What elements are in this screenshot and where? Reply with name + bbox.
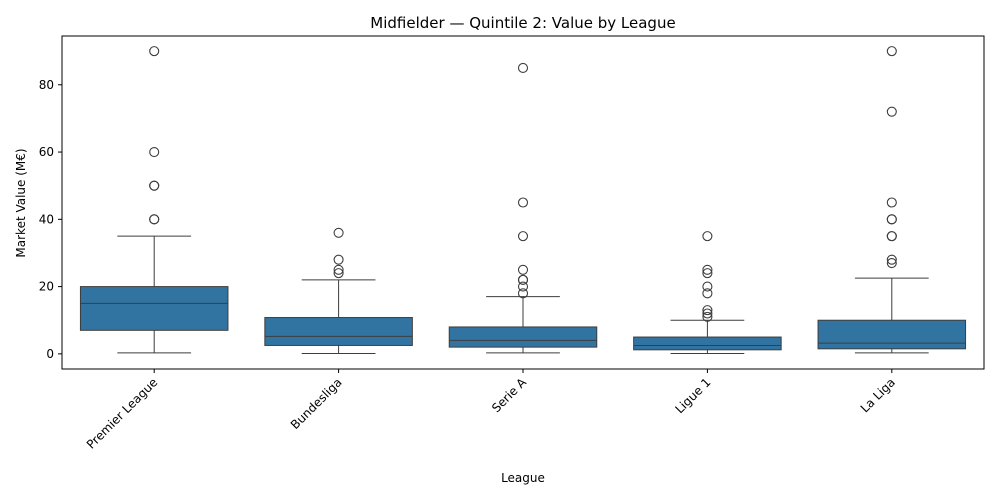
outlier-point — [149, 46, 160, 57]
box-group-la-liga — [817, 46, 967, 354]
outlier-point — [886, 106, 897, 117]
plot-area — [79, 46, 967, 355]
outlier-point — [517, 264, 529, 275]
outlier-point — [517, 274, 529, 285]
outlier-point — [517, 288, 529, 299]
outlier-point — [149, 180, 160, 191]
outlier-point — [886, 231, 897, 242]
box-iqr — [448, 326, 598, 348]
x-axis-label: League — [501, 471, 545, 485]
box-group-premier-league — [79, 46, 229, 354]
outlier-point — [702, 281, 713, 292]
outlier-point — [886, 197, 897, 208]
outlier-point — [333, 254, 344, 265]
outlier-point — [702, 268, 713, 279]
outlier-point — [333, 264, 344, 275]
outlier-point — [517, 62, 529, 74]
outlier-point — [702, 305, 713, 316]
outlier-point — [886, 254, 897, 265]
outlier-point — [886, 46, 897, 57]
outlier-point — [702, 311, 713, 322]
box-iqr — [79, 286, 229, 331]
chart-title: Midfielder — Quintile 2: Value by League — [370, 14, 675, 32]
outlier-point — [517, 231, 529, 242]
x-tick-label: Serie A — [489, 375, 530, 416]
y-tick-label: 40 — [39, 212, 54, 226]
y-tick-label: 20 — [39, 280, 54, 294]
box-group-serie-a — [448, 62, 598, 354]
box-iqr — [264, 317, 413, 346]
outlier-point — [333, 227, 344, 238]
outlier-point — [149, 214, 160, 225]
outlier-point — [517, 197, 529, 208]
outlier-point — [333, 268, 344, 279]
outlier-point — [886, 257, 897, 269]
x-tick-label: Bundesliga — [288, 375, 345, 432]
box-iqr — [817, 319, 967, 350]
x-tick-label: Ligue 1 — [672, 375, 713, 416]
box-iqr — [633, 336, 782, 351]
x-tick-label: La Liga — [858, 375, 898, 415]
outlier-point — [702, 264, 713, 275]
outlier-point — [702, 308, 713, 319]
y-tick-label: 0 — [46, 347, 54, 361]
box-group-ligue-1 — [633, 231, 782, 355]
box-group-bundesliga — [264, 227, 413, 355]
y-axis-label: Market Value (M€) — [14, 148, 28, 257]
outlier-point — [517, 281, 529, 292]
outlier-point — [702, 231, 713, 242]
outlier-point — [886, 214, 897, 225]
x-tick-label: Premier League — [84, 375, 160, 451]
y-tick-label: 80 — [39, 78, 54, 92]
outlier-point — [702, 288, 713, 299]
outlier-point — [149, 146, 160, 158]
y-tick-label: 60 — [39, 145, 54, 159]
